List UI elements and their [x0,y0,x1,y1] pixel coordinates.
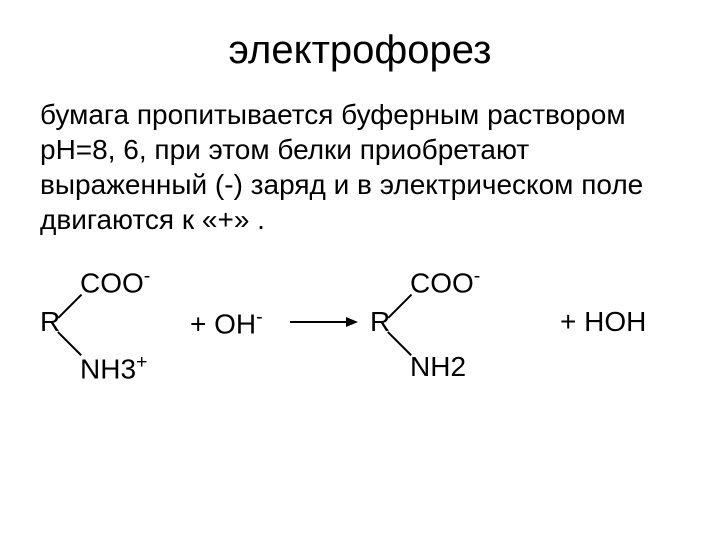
right-nh2-group: NH2 [410,351,466,383]
slide-title: электрофорез [40,28,680,73]
right-nh2-text: NH2 [410,351,466,382]
reagent-oh: + OH- [190,306,263,340]
left-nh3-charge: + [136,351,147,373]
reagent-charge: - [256,306,263,328]
left-coo-group: COO- [80,265,150,299]
reagent-text: + OH [190,308,256,339]
left-nh3-group: NH3+ [80,351,147,385]
left-coo-text: COO [80,267,144,298]
right-bond-bottom [387,331,411,355]
chemical-reaction-diagram: R COO- NH3+ + OH- R COO- NH2 + HOH [40,251,680,401]
left-nh3-text: NH3 [80,353,136,384]
left-bond-top [57,294,81,318]
right-r-group: R [370,306,390,338]
right-coo-text: COO [410,267,474,298]
left-coo-charge: - [144,265,151,287]
product-hoh: + HOH [560,306,646,338]
right-bond-top [387,294,411,318]
right-coo-charge: - [474,265,481,287]
left-bond-bottom [57,331,81,355]
left-r-group: R [40,306,60,338]
slide-body-text: бумага пропитывается буферным раствором … [40,97,680,237]
right-coo-group: COO- [410,265,480,299]
